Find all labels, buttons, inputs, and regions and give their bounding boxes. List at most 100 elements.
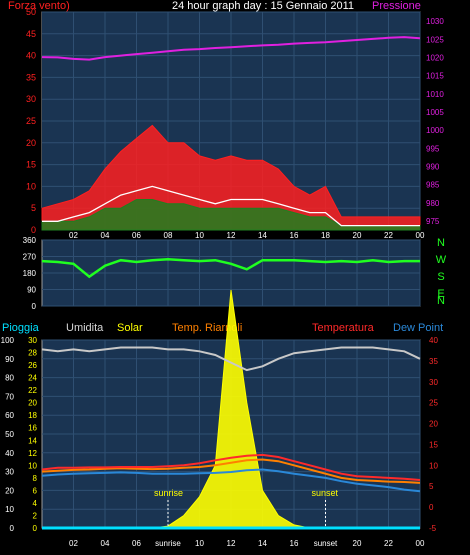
panel-wind-grid	[42, 11, 421, 231]
panel-direction-left-axis: 0 90 180 270 360	[23, 236, 37, 311]
panel-temp-left-axis: 0 10 20 30 40 50 60 70 80 90 100	[1, 336, 15, 533]
temp-y-tick-label: 10	[429, 461, 438, 470]
temp-riarnoli-line	[41, 458, 421, 484]
wind-x-tick-label: 04	[101, 231, 110, 240]
wind-y-tick-label: 20	[26, 138, 36, 148]
pressure-y-tick-label: 1005	[426, 108, 444, 117]
pressure-y-tick-label: 980	[426, 199, 440, 208]
wind-x-tick-label: 18	[321, 231, 330, 240]
pressure-y-tick-label: 1025	[426, 35, 444, 44]
solar-y-tick-label: 2	[33, 511, 38, 520]
solar-y-tick-label: 8	[33, 474, 38, 483]
panel-wind-right-axis: 975 980 985 990 995 1000 1005 1010 1015 1020 1025 1…	[426, 17, 444, 226]
wind-y-tick-label: 35	[26, 72, 36, 82]
wind-y-tick-label: 45	[26, 29, 36, 39]
temp-y-tick-label: 35	[429, 357, 438, 366]
wind-x-tick-label: 12	[227, 231, 236, 240]
pressure-y-tick-label: 1015	[426, 72, 444, 81]
legend-pioggia: Pioggia	[2, 322, 40, 334]
pressure-y-tick-label: 1030	[426, 17, 444, 26]
solar-y-tick-label: 26	[28, 361, 37, 370]
temp-x-tick-label: 04	[101, 539, 110, 548]
solar-y-tick-label: 14	[28, 436, 37, 445]
graph-title: 24 hour graph day : 15 Gennaio 2011	[172, 0, 354, 12]
wind-x-tick-label: 20	[353, 231, 362, 240]
wind-x-tick-label: 10	[195, 231, 204, 240]
wind-y-tick-label: 0	[31, 225, 36, 235]
sunset-annotation: sunset	[312, 488, 339, 498]
panel-wind-left-axis: 0 5 10 15 20 25 30 35 40 45 50	[26, 7, 36, 235]
solar-y-tick-label: 10	[28, 461, 37, 470]
wind-x-tick-label: 06	[132, 231, 141, 240]
rain-y-tick-label: 40	[5, 449, 14, 458]
solar-y-tick-label: 18	[28, 411, 37, 420]
pressure-series-label: Pressione	[372, 0, 421, 12]
temp-x-tick-label: sunrise	[155, 539, 181, 548]
solar-y-tick-label: 6	[33, 486, 38, 495]
wind-series-label: Forza vento)	[8, 0, 70, 12]
wind-direction-line	[41, 258, 420, 279]
direction-y-tick-label: 90	[27, 286, 36, 295]
pressure-y-tick-label: 975	[426, 217, 440, 226]
wind-average-line	[42, 185, 420, 227]
direction-y-tick-label: 270	[23, 253, 37, 262]
solar-y-tick-label: 22	[28, 386, 37, 395]
temp-x-tick-label: 02	[69, 539, 78, 548]
solar-y-tick-label: 20	[28, 399, 37, 408]
panel-direction-series	[41, 258, 420, 279]
wind-y-tick-label: 40	[26, 51, 36, 61]
legend-temp-riarnoli: Temp. Riarnoli	[172, 322, 242, 334]
panel-wind-x-axis: 02 04 06 08 10 12 14 16 18 20 22 00	[69, 231, 425, 240]
pressure-y-tick-label: 1020	[426, 53, 444, 62]
solar-y-tick-label: 28	[28, 349, 37, 358]
wind-x-tick-label: 14	[258, 231, 267, 240]
solar-y-tick-label: 0	[33, 524, 38, 533]
temp-y-tick-label: 15	[429, 440, 438, 449]
rain-y-tick-label: 20	[5, 486, 14, 495]
temp-x-tick-label: 06	[132, 539, 141, 548]
temp-y-tick-label: 25	[429, 399, 438, 408]
temp-y-tick-label: 40	[429, 336, 438, 345]
rain-y-tick-label: 80	[5, 374, 14, 383]
pressure-y-tick-label: 1010	[426, 90, 444, 99]
wind-x-tick-label: 02	[69, 231, 78, 240]
solar-y-tick-label: 4	[33, 499, 38, 508]
rain-y-tick-label: 90	[5, 355, 14, 364]
temperature-line	[41, 453, 421, 481]
rain-y-tick-label: 0	[10, 524, 15, 533]
temp-x-tick-label: sunset	[314, 539, 338, 548]
pressure-line	[41, 36, 421, 61]
humidity-line	[41, 346, 421, 372]
panel-temp-right-axis: -5 0 5 10 15 20 25 30 35 40	[429, 336, 438, 533]
rain-y-tick-label: 30	[5, 468, 14, 477]
wind-x-tick-label: 00	[416, 231, 425, 240]
direction-y-tick-label: 360	[23, 236, 37, 245]
direction-y-tick-label: 0	[32, 302, 37, 311]
temp-x-tick-label: 10	[195, 539, 204, 548]
compass-n: N	[437, 237, 445, 249]
rain-y-tick-label: 100	[1, 336, 15, 345]
pressure-y-tick-label: 990	[426, 162, 440, 171]
wind-x-tick-label: 08	[164, 231, 173, 240]
legend-umidita: Umidita	[66, 322, 104, 334]
rain-y-tick-label: 50	[5, 430, 14, 439]
pressure-y-tick-label: 995	[426, 144, 440, 153]
panel-temp-annotations: sunrise sunset	[154, 488, 339, 528]
temp-x-tick-label: 14	[258, 539, 267, 548]
pressure-y-tick-label: 985	[426, 181, 440, 190]
rain-y-tick-label: 60	[5, 411, 14, 420]
temp-x-tick-label: 00	[416, 539, 425, 548]
wind-y-tick-label: 10	[26, 181, 36, 191]
legend-dew-point: Dew Point	[393, 322, 443, 334]
dew-point-line	[41, 468, 421, 493]
temp-y-tick-label: -5	[429, 524, 437, 533]
compass-w: W	[436, 254, 447, 266]
temp-x-tick-label: 22	[384, 539, 393, 548]
panel-temp-x-axis: 02 04 06 sunrise 10 12 14 16 sunset 20 22 00	[69, 539, 425, 548]
legend-temperatura: Temperatura	[312, 322, 375, 334]
rain-y-tick-label: 10	[5, 505, 14, 514]
wind-y-tick-label: 25	[26, 116, 36, 126]
temp-x-tick-label: 20	[353, 539, 362, 548]
